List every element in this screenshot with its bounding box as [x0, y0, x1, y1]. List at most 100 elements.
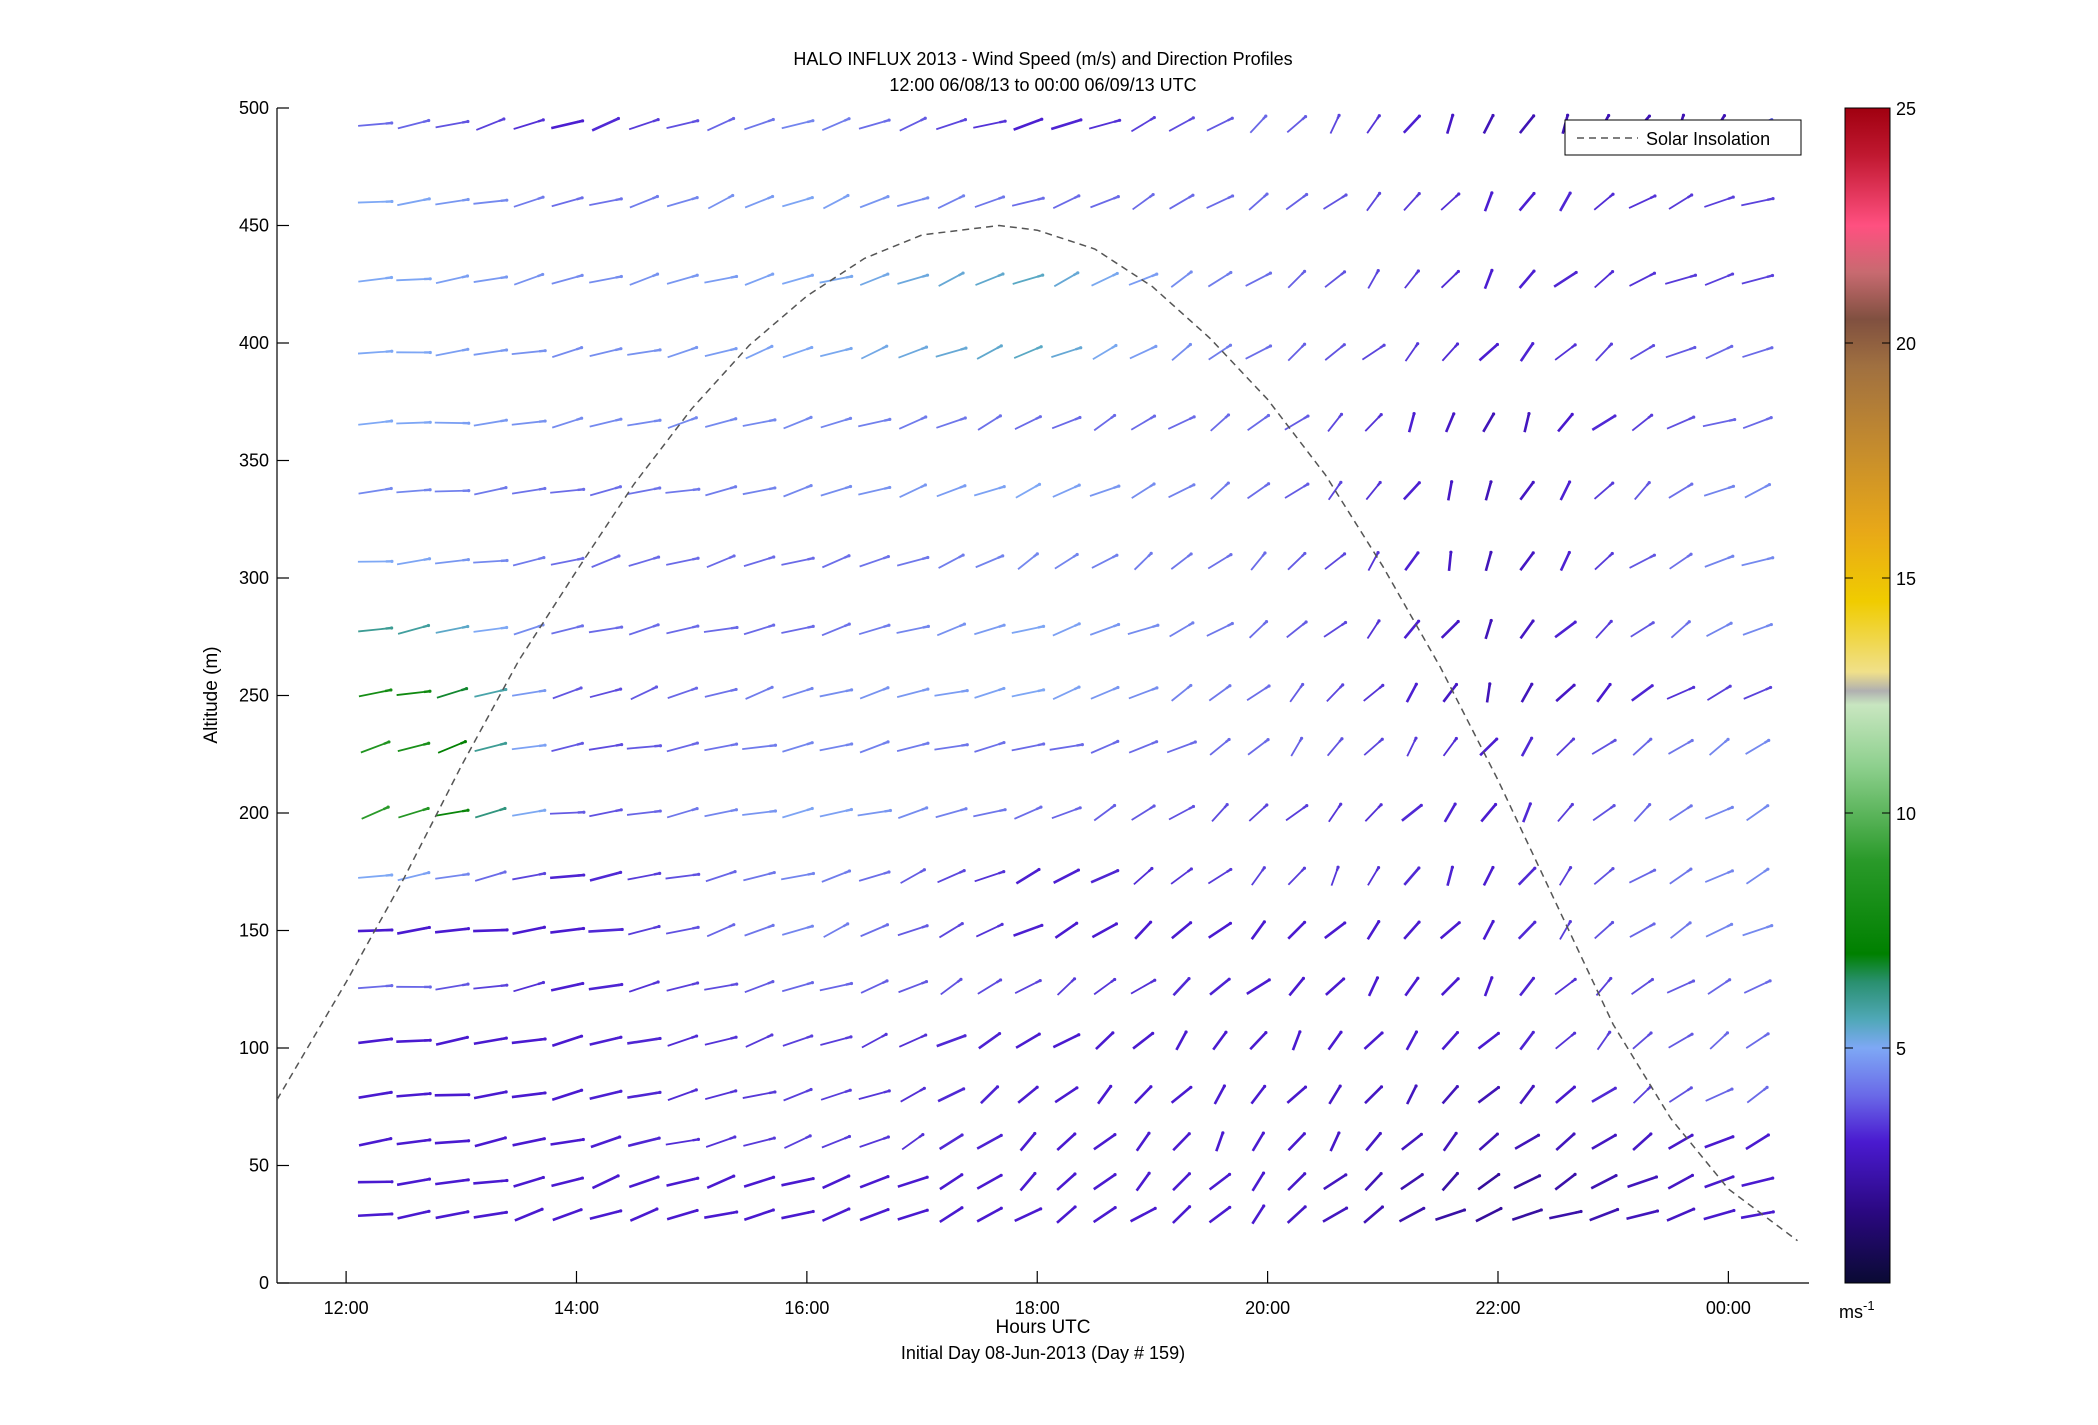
wind-arrow-tip	[1262, 804, 1268, 809]
wind-arrow-tip	[1688, 416, 1695, 421]
wind-arrow-tip	[1417, 1173, 1423, 1179]
wind-arrow-tip	[1531, 921, 1536, 927]
wind-arrow-tip	[692, 557, 699, 561]
wind-arrow	[1011, 624, 1046, 634]
wind-arrow-tip	[1337, 803, 1342, 809]
wind-arrow-tip	[538, 1091, 546, 1095]
wind-arrow	[357, 199, 394, 204]
wind-arrow	[1482, 412, 1496, 433]
wind-arrow	[1519, 480, 1535, 501]
wind-arrow	[1131, 804, 1156, 821]
wind-arrow	[896, 687, 930, 699]
wind-arrow	[707, 193, 735, 210]
wind-arrow	[1629, 343, 1656, 361]
wind-arrow-tip	[1608, 482, 1614, 487]
wind-arrow	[1629, 271, 1657, 287]
wind-arrow-tip	[1338, 737, 1343, 743]
wind-arrow-tip	[882, 740, 889, 745]
wind-arrow-tip	[1765, 416, 1772, 421]
wind-arrow	[1170, 552, 1193, 570]
wind-arrow	[744, 194, 775, 209]
wind-arrow-tip	[1453, 1172, 1459, 1178]
wind-arrow	[860, 923, 890, 938]
wind-arrow-tip	[1766, 924, 1773, 929]
wind-arrow	[743, 1208, 775, 1221]
wind-arrow	[1132, 192, 1155, 211]
wind-arrow-tip	[998, 624, 1005, 628]
wind-arrow-tip	[844, 869, 850, 875]
wind-arrow-tip	[729, 1135, 736, 1140]
wind-arrow-tip	[537, 273, 544, 278]
wind-arrow-tip	[575, 417, 582, 422]
wind-arrow-tip	[1765, 623, 1772, 628]
wind-arrow	[1054, 921, 1079, 939]
wind-arrow	[667, 686, 699, 699]
wind-arrow	[704, 982, 739, 991]
wind-arrow	[1213, 1084, 1227, 1105]
wind-arrow-tip	[1727, 806, 1733, 811]
wind-arrow	[551, 1176, 584, 1188]
wind-arrow	[742, 809, 778, 816]
wind-arrow	[434, 927, 471, 934]
wind-arrow-tip	[769, 744, 776, 748]
wind-arrow	[513, 118, 545, 130]
wind-arrow	[973, 808, 1007, 818]
wind-arrow	[704, 687, 738, 698]
wind-arrow	[589, 197, 623, 207]
wind-arrow	[1052, 685, 1081, 701]
wind-arrow	[1251, 1204, 1266, 1225]
wind-arrow	[1593, 481, 1615, 500]
wind-arrow	[819, 807, 854, 818]
wind-arrow	[1289, 682, 1305, 703]
wind-arrow	[1666, 979, 1696, 994]
wind-arrow-tip	[1489, 977, 1493, 982]
wind-arrow-tip	[845, 1035, 852, 1040]
wind-arrow	[1742, 924, 1774, 937]
wind-arrow	[858, 417, 892, 428]
wind-arrow	[1287, 342, 1307, 362]
wind-arrow	[1593, 192, 1615, 211]
wind-arrow-tip	[614, 871, 621, 876]
wind-arrow	[937, 1087, 966, 1103]
wind-arrow-tip	[461, 348, 469, 352]
wind-arrow-tip	[1376, 115, 1381, 120]
wind-arrow-tip	[538, 743, 546, 748]
wind-arrow-tip	[921, 196, 929, 201]
wind-arrow-tip	[1570, 1086, 1576, 1091]
wind-arrow-tip	[805, 1088, 812, 1093]
wind-arrow	[1207, 552, 1233, 570]
wind-arrow-tip	[1646, 1032, 1652, 1037]
wind-arrow-tip	[538, 1137, 545, 1142]
wind-arrow-tip	[1727, 195, 1734, 200]
wind-arrow-tip	[767, 195, 774, 200]
wind-arrow-tip	[1188, 621, 1194, 627]
wind-arrow	[898, 1033, 928, 1048]
wind-arrow-tip	[1375, 270, 1380, 275]
wind-arrow-tip	[1072, 271, 1079, 277]
wind-arrow	[1742, 416, 1773, 430]
wind-arrow	[628, 555, 661, 567]
wind-arrow-tip	[957, 1206, 963, 1212]
wind-arrow	[822, 193, 850, 210]
wind-arrow	[591, 1174, 620, 1190]
wind-arrow	[552, 1208, 583, 1222]
wind-arrow	[860, 344, 889, 360]
wind-arrow	[550, 981, 585, 992]
wind-arrow-tip	[1493, 1133, 1499, 1138]
wind-arrow-tip	[575, 1089, 582, 1094]
wind-arrow	[1363, 1031, 1384, 1050]
wind-arrow-tip	[1036, 118, 1043, 123]
wind-arrow	[1056, 1132, 1077, 1151]
wind-arrow	[511, 688, 547, 697]
wind-arrow-tip	[1073, 686, 1080, 691]
wind-arrow-tip	[1726, 923, 1733, 928]
wind-arrow	[897, 273, 930, 285]
wind-arrow	[1215, 1131, 1225, 1152]
wind-arrow-tip	[883, 870, 890, 875]
wind-arrow-tip	[1763, 1032, 1769, 1038]
wind-arrow-tip	[768, 1090, 776, 1095]
wind-arrow	[1367, 976, 1380, 997]
wind-arrow-tip	[423, 557, 430, 561]
wind-arrow-tip	[1110, 1206, 1116, 1212]
wind-arrow-tip	[920, 1033, 927, 1039]
